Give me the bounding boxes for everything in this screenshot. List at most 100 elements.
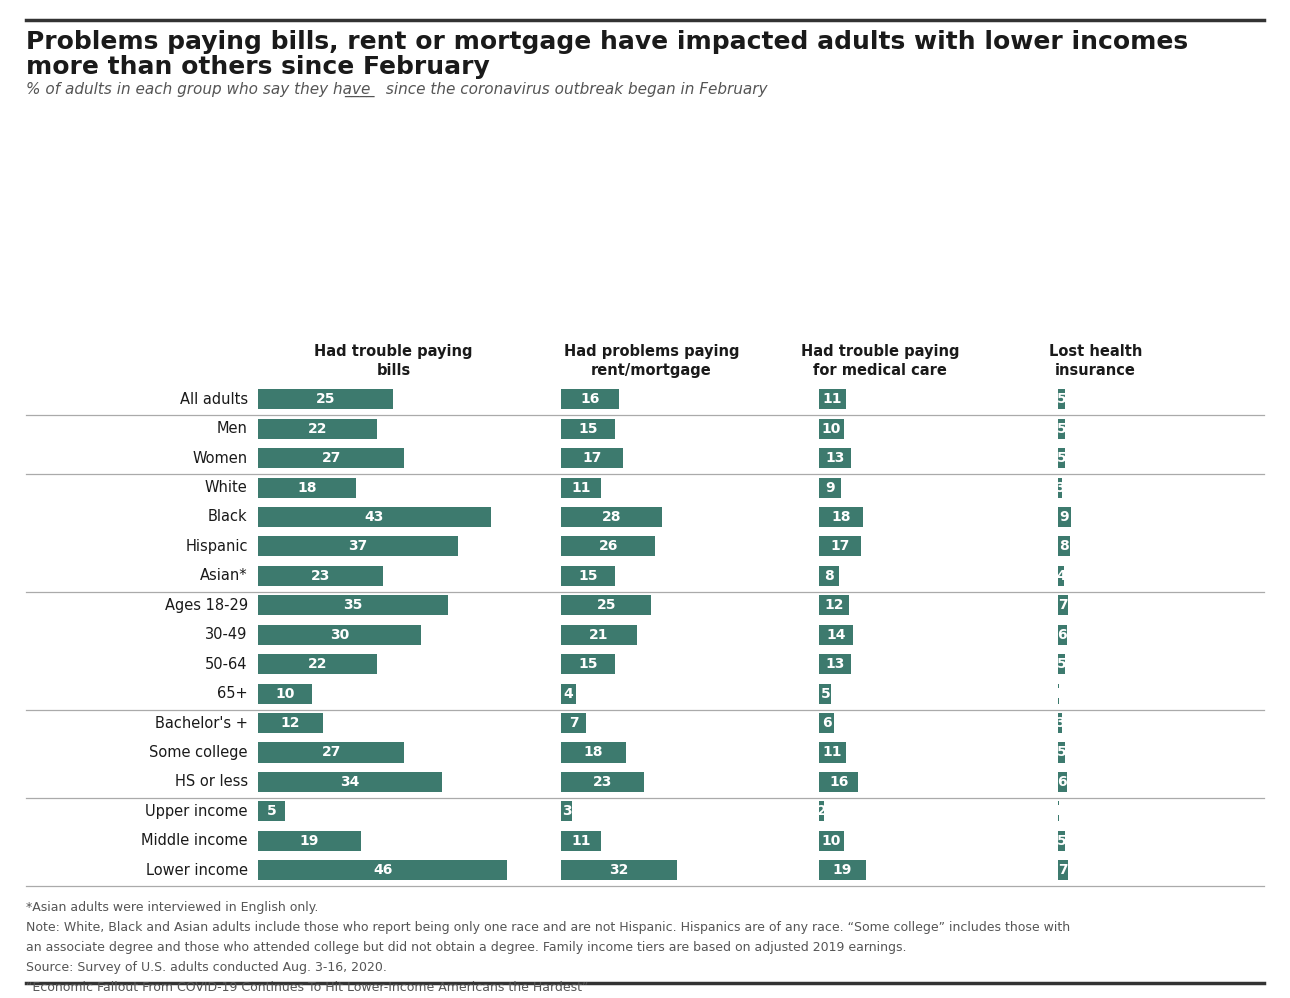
Text: 14: 14 xyxy=(827,628,846,642)
Text: Note: White, Black and Asian adults include those who report being only one race: Note: White, Black and Asian adults incl… xyxy=(26,921,1069,934)
Text: 5: 5 xyxy=(1057,421,1067,436)
FancyBboxPatch shape xyxy=(258,595,448,616)
FancyBboxPatch shape xyxy=(1058,830,1066,851)
FancyBboxPatch shape xyxy=(819,654,851,675)
Text: 5: 5 xyxy=(1057,746,1067,759)
Text: All adults: All adults xyxy=(179,391,248,407)
Text: HS or less: HS or less xyxy=(174,774,248,789)
Text: % of adults in each group who say they have: % of adults in each group who say they h… xyxy=(26,82,375,97)
Text: 27: 27 xyxy=(321,451,341,465)
Text: 6: 6 xyxy=(1058,628,1067,642)
Text: 18: 18 xyxy=(297,480,316,495)
Text: 19: 19 xyxy=(299,833,319,848)
FancyBboxPatch shape xyxy=(561,684,575,704)
FancyBboxPatch shape xyxy=(561,713,587,734)
Text: an associate degree and those who attended college but did not obtain a degree. : an associate degree and those who attend… xyxy=(26,941,907,954)
Text: 5: 5 xyxy=(1057,451,1067,465)
Text: 10: 10 xyxy=(822,421,841,436)
Text: Women: Women xyxy=(192,450,248,466)
FancyBboxPatch shape xyxy=(1058,743,1066,762)
FancyBboxPatch shape xyxy=(819,389,846,409)
Text: Upper income: Upper income xyxy=(146,803,248,819)
Text: 3: 3 xyxy=(561,804,571,818)
FancyBboxPatch shape xyxy=(561,566,615,586)
FancyBboxPatch shape xyxy=(819,536,860,557)
Text: 5: 5 xyxy=(267,804,276,818)
FancyBboxPatch shape xyxy=(819,860,866,880)
Text: 5: 5 xyxy=(1057,392,1067,406)
Text: 5: 5 xyxy=(820,687,831,701)
FancyBboxPatch shape xyxy=(561,771,644,792)
FancyBboxPatch shape xyxy=(1058,625,1067,645)
Text: Hispanic: Hispanic xyxy=(186,539,248,554)
FancyBboxPatch shape xyxy=(819,477,841,498)
Text: 8: 8 xyxy=(824,569,833,583)
FancyBboxPatch shape xyxy=(1058,536,1069,557)
Text: Ages 18-29: Ages 18-29 xyxy=(165,598,248,613)
Text: 18: 18 xyxy=(584,746,604,759)
Text: 12: 12 xyxy=(824,598,844,613)
Text: Men: Men xyxy=(217,421,248,436)
Text: 46: 46 xyxy=(373,863,392,877)
FancyBboxPatch shape xyxy=(1058,448,1066,468)
Text: 7: 7 xyxy=(569,716,579,731)
FancyBboxPatch shape xyxy=(819,595,849,616)
Text: 37: 37 xyxy=(348,539,368,554)
Text: 43: 43 xyxy=(365,510,384,524)
Text: 22: 22 xyxy=(308,657,328,672)
FancyBboxPatch shape xyxy=(561,860,677,880)
FancyBboxPatch shape xyxy=(561,389,619,409)
FancyBboxPatch shape xyxy=(1058,566,1064,586)
Text: 35: 35 xyxy=(343,598,362,613)
Text: 8: 8 xyxy=(1059,539,1068,554)
Text: 9: 9 xyxy=(1059,510,1069,524)
Text: 1: 1 xyxy=(1054,804,1063,818)
Text: 17: 17 xyxy=(831,539,850,554)
FancyBboxPatch shape xyxy=(258,448,404,468)
Text: 26: 26 xyxy=(599,539,618,554)
FancyBboxPatch shape xyxy=(1058,507,1071,527)
FancyBboxPatch shape xyxy=(258,801,285,821)
FancyBboxPatch shape xyxy=(561,801,571,821)
FancyBboxPatch shape xyxy=(561,418,615,439)
FancyBboxPatch shape xyxy=(258,860,507,880)
FancyBboxPatch shape xyxy=(258,830,361,851)
Text: Had problems paying
rent/mortgage: Had problems paying rent/mortgage xyxy=(564,344,739,378)
Text: 15: 15 xyxy=(578,657,599,672)
FancyBboxPatch shape xyxy=(819,801,824,821)
FancyBboxPatch shape xyxy=(258,743,404,762)
Text: 4: 4 xyxy=(1057,569,1066,583)
Text: Asian*: Asian* xyxy=(200,568,248,584)
FancyBboxPatch shape xyxy=(258,566,383,586)
Text: Had trouble paying
bills: Had trouble paying bills xyxy=(315,344,472,378)
Text: Middle income: Middle income xyxy=(141,833,248,848)
Text: 19: 19 xyxy=(833,863,853,877)
Text: 6: 6 xyxy=(1058,774,1067,789)
Text: 12: 12 xyxy=(281,716,301,731)
Text: 11: 11 xyxy=(823,392,842,406)
FancyBboxPatch shape xyxy=(819,625,854,645)
FancyBboxPatch shape xyxy=(561,625,637,645)
FancyBboxPatch shape xyxy=(1058,801,1059,821)
FancyBboxPatch shape xyxy=(819,566,838,586)
Text: 5: 5 xyxy=(1057,657,1067,672)
Text: 30: 30 xyxy=(330,628,348,642)
Text: 16: 16 xyxy=(829,774,849,789)
Text: Lost health
insurance: Lost health insurance xyxy=(1049,344,1142,378)
FancyBboxPatch shape xyxy=(819,684,831,704)
FancyBboxPatch shape xyxy=(1058,418,1066,439)
Text: 27: 27 xyxy=(321,746,341,759)
FancyBboxPatch shape xyxy=(819,743,846,762)
Text: 22: 22 xyxy=(308,421,328,436)
Text: 65+: 65+ xyxy=(217,686,248,702)
Text: 2: 2 xyxy=(817,804,827,818)
FancyBboxPatch shape xyxy=(561,477,601,498)
Text: more than others since February: more than others since February xyxy=(26,55,489,79)
Text: 13: 13 xyxy=(826,657,845,672)
Text: 4: 4 xyxy=(564,687,573,701)
FancyBboxPatch shape xyxy=(258,507,491,527)
Text: “Economic Fallout From COVID-19 Continues To Hit Lower-Income Americans the Hard: “Economic Fallout From COVID-19 Continue… xyxy=(26,981,588,994)
Text: 10: 10 xyxy=(275,687,295,701)
FancyBboxPatch shape xyxy=(258,389,393,409)
Text: *Asian adults were interviewed in English only.: *Asian adults were interviewed in Englis… xyxy=(26,901,319,914)
